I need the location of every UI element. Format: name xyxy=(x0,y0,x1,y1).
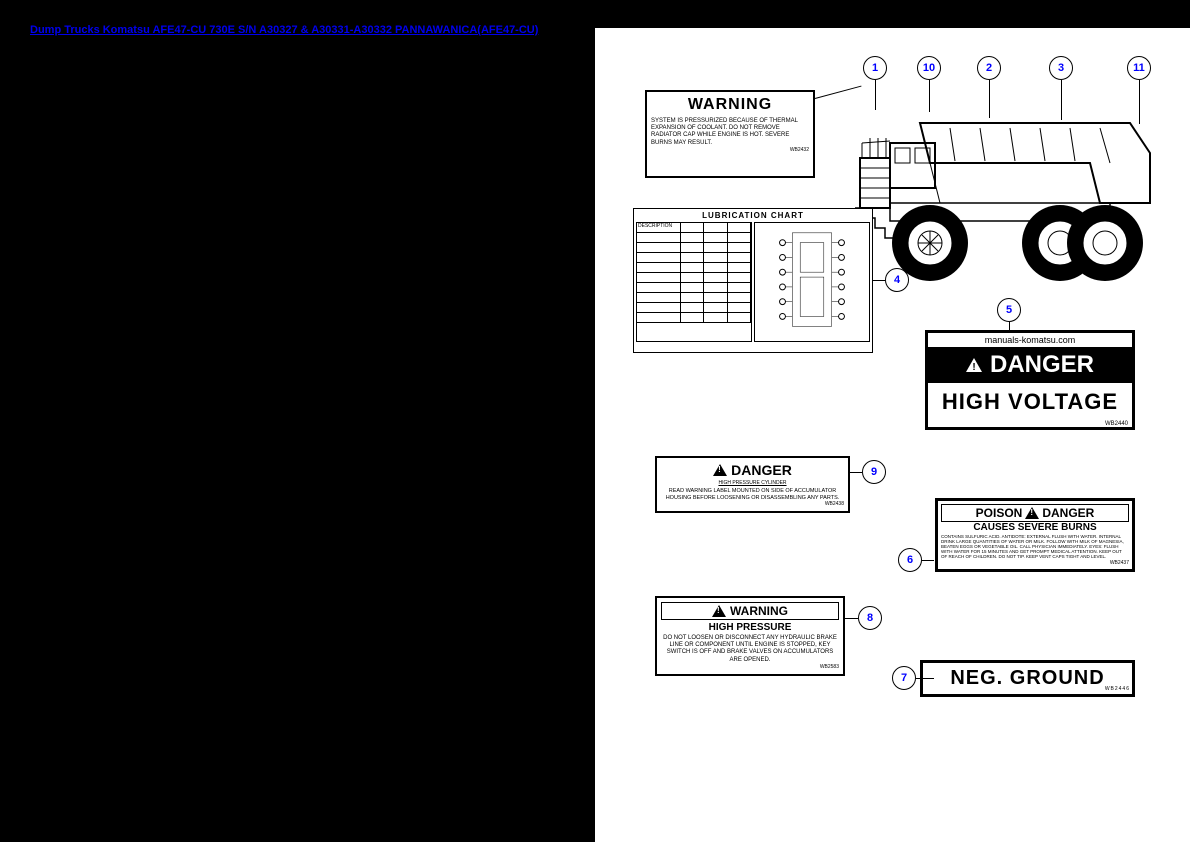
danger-acc-title-text: DANGER xyxy=(731,462,792,478)
leader-5 xyxy=(1009,322,1010,332)
warning-text: SYSTEM IS PRESSURIZED BECAUSE OF THERMAL… xyxy=(651,118,809,147)
danger-acc-code: WB2438 xyxy=(661,501,844,507)
callout-9: 9 xyxy=(862,460,886,484)
warn-hp-code: WB2583 xyxy=(661,664,839,670)
warning-code: WB2432 xyxy=(651,147,809,153)
lube-chart-table: DESCRIPTION xyxy=(636,222,752,342)
callout-6: 6 xyxy=(898,548,922,572)
danger-high-voltage-label: manuals-komatsu.com ! DANGER HIGH VOLTAG… xyxy=(925,330,1135,430)
poison-title-right: DANGER xyxy=(1042,506,1094,520)
neg-ground-label: NEG. GROUND WB2446 xyxy=(920,660,1135,697)
neg-ground-code: WB2446 xyxy=(1105,686,1130,692)
svg-text:!: ! xyxy=(972,362,975,372)
left-panel: Dump Trucks Komatsu AFE47-CU 730E S/N A3… xyxy=(0,0,595,842)
poison-code: WB2437 xyxy=(941,560,1129,566)
leader-7 xyxy=(916,678,934,679)
dump-truck-illustration xyxy=(850,73,1160,283)
warning-triangle-icon xyxy=(1025,507,1039,519)
lube-header: DESCRIPTION xyxy=(637,223,681,232)
poison-title-left: POISON xyxy=(976,506,1023,520)
diagram-area: 1 10 2 3 11 WARNING SYSTEM IS PRESSURIZE… xyxy=(595,28,1190,842)
danger-bar: ! DANGER xyxy=(928,347,1132,383)
lube-chart-diagram xyxy=(754,222,870,342)
poison-text: CONTAINS SULFURIC ACID. ANTIDOTE: EXTERN… xyxy=(941,535,1129,560)
callout-7: 7 xyxy=(892,666,916,690)
high-voltage-text: HIGH VOLTAGE xyxy=(928,383,1132,421)
lube-chart-title: LUBRICATION CHART xyxy=(636,211,870,220)
warn-hp-text: DO NOT LOOSEN OR DISCONNECT ANY HYDRAULI… xyxy=(661,635,839,664)
right-panel: 1 10 2 3 11 WARNING SYSTEM IS PRESSURIZE… xyxy=(595,0,1190,842)
leader-6 xyxy=(922,560,934,561)
danger-acc-sub: HIGH PRESSURE CYLINDER xyxy=(661,480,844,486)
danger-acc-text: READ WARNING LABEL MOUNTED ON SIDE OF AC… xyxy=(661,488,844,501)
hv-code: WB2440 xyxy=(928,421,1132,427)
poison-title: POISON DANGER xyxy=(941,504,1129,522)
callout-4: 4 xyxy=(885,268,909,292)
warning-high-pressure-label: WARNING HIGH PRESSURE DO NOT LOOSEN OR D… xyxy=(655,596,845,676)
neg-ground-text: NEG. GROUND xyxy=(950,667,1104,689)
poison-sub: CAUSES SEVERE BURNS xyxy=(941,522,1129,533)
warning-triangle-icon: ! xyxy=(966,358,982,372)
leader-8 xyxy=(845,618,858,619)
top-black-bar xyxy=(595,0,1190,28)
warning-pressurized-label: WARNING SYSTEM IS PRESSURIZED BECAUSE OF… xyxy=(645,90,815,178)
danger-accumulator-label: DANGER HIGH PRESSURE CYLINDER READ WARNI… xyxy=(655,456,850,513)
leader-4 xyxy=(873,280,885,281)
warn-hp-sub: HIGH PRESSURE xyxy=(661,622,839,633)
callout-8: 8 xyxy=(858,606,882,630)
title-link[interactable]: Dump Trucks Komatsu AFE47-CU 730E S/N A3… xyxy=(30,24,538,36)
leader-9 xyxy=(850,472,862,473)
warn-hp-title-text: WARNING xyxy=(730,604,788,618)
lubrication-chart: LUBRICATION CHART DESCRIPTION xyxy=(633,208,873,353)
danger-acc-title: DANGER xyxy=(661,462,844,478)
warning-triangle-icon xyxy=(712,605,726,617)
warn-hp-title: WARNING xyxy=(661,602,839,620)
warning-triangle-icon xyxy=(713,464,727,476)
warning-title: WARNING xyxy=(651,96,809,114)
danger-bar-text: DANGER xyxy=(990,351,1094,379)
callout-5: 5 xyxy=(997,298,1021,322)
poison-danger-label: POISON DANGER CAUSES SEVERE BURNS CONTAI… xyxy=(935,498,1135,572)
watermark-text: manuals-komatsu.com xyxy=(928,333,1132,347)
